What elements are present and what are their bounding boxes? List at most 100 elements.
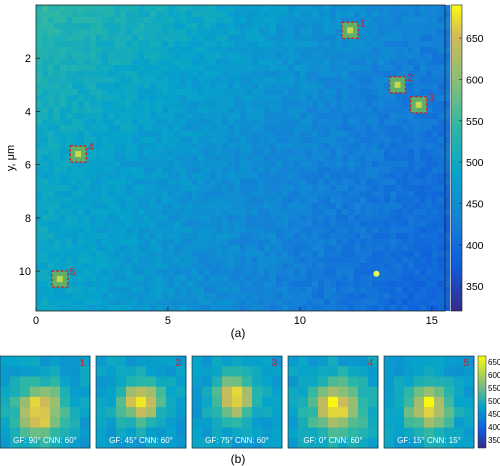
heatmap-cell bbox=[174, 83, 180, 89]
heatmap-cell bbox=[228, 59, 234, 65]
heatmap-cell bbox=[246, 161, 252, 167]
heatmap-cell bbox=[120, 17, 126, 23]
heatmap-cell bbox=[102, 29, 108, 35]
heatmap-cell bbox=[432, 245, 438, 251]
heatmap-cell bbox=[222, 143, 228, 149]
heatmap-cell bbox=[300, 35, 306, 41]
heatmap-cell bbox=[108, 143, 114, 149]
heatmap-cell bbox=[366, 227, 372, 233]
heatmap-cell bbox=[168, 101, 174, 107]
heatmap-cell bbox=[54, 167, 60, 173]
heatmap-cell bbox=[246, 23, 252, 29]
heatmap-cell bbox=[78, 269, 84, 275]
heatmap-cell bbox=[210, 23, 216, 29]
heatmap-cell bbox=[324, 77, 330, 83]
heatmap-cell bbox=[210, 71, 216, 77]
heatmap-cell bbox=[312, 77, 318, 83]
heatmap-cell bbox=[198, 173, 204, 179]
heatmap-cell bbox=[366, 131, 372, 137]
heatmap-cell bbox=[378, 179, 384, 185]
heatmap-cell bbox=[336, 101, 342, 107]
heatmap-cell bbox=[342, 17, 348, 23]
heatmap-cell bbox=[96, 209, 102, 215]
heatmap-cell bbox=[78, 299, 84, 305]
heatmap-cell bbox=[360, 203, 366, 209]
heatmap-cell bbox=[408, 65, 414, 71]
heatmap-cell bbox=[342, 155, 348, 161]
zoom-panel-cell bbox=[30, 366, 41, 377]
heatmap-cell bbox=[288, 59, 294, 65]
heatmap-cell bbox=[252, 215, 258, 221]
heatmap-cell bbox=[240, 59, 246, 65]
heatmap-cell bbox=[354, 221, 360, 227]
heatmap-cell bbox=[108, 17, 114, 23]
heatmap-cell bbox=[330, 275, 336, 281]
zoom-panel-cell bbox=[60, 366, 71, 377]
heatmap-cell bbox=[210, 41, 216, 47]
heatmap-cell bbox=[420, 287, 426, 293]
heatmap-cell bbox=[408, 71, 414, 77]
heatmap-cell bbox=[420, 53, 426, 59]
zoom-panel-cell bbox=[50, 376, 61, 388]
heatmap-cell bbox=[240, 281, 246, 287]
heatmap-cell bbox=[288, 89, 294, 95]
zoom-panel-cell bbox=[126, 356, 137, 367]
heatmap-cell bbox=[90, 143, 96, 149]
heatmap-cell bbox=[426, 35, 432, 41]
heatmap-cell bbox=[54, 137, 60, 143]
heatmap-cell bbox=[48, 281, 54, 287]
heatmap-cell bbox=[444, 167, 450, 173]
heatmap-cell bbox=[312, 239, 318, 245]
heatmap-cell bbox=[342, 77, 348, 83]
heatmap-cell bbox=[210, 191, 216, 197]
heatmap-cell bbox=[48, 215, 54, 221]
heatmap-cell bbox=[246, 131, 252, 137]
heatmap-cell bbox=[342, 59, 348, 65]
heatmap-cell bbox=[168, 257, 174, 263]
zoom-panel-cell bbox=[0, 356, 11, 367]
heatmap-cell bbox=[360, 263, 366, 269]
heatmap-cell bbox=[228, 161, 234, 167]
heatmap-cell bbox=[366, 83, 372, 89]
heatmap-cell bbox=[396, 221, 402, 227]
heatmap-cell bbox=[420, 11, 426, 17]
heatmap-cell bbox=[444, 47, 450, 53]
heatmap-cell bbox=[192, 233, 198, 239]
heatmap-cell bbox=[336, 41, 342, 47]
heatmap-cell bbox=[240, 83, 246, 89]
heatmap-cell bbox=[120, 149, 126, 155]
zoom-panel-cell bbox=[202, 437, 213, 449]
heatmap-cell bbox=[60, 59, 66, 65]
heatmap-cell bbox=[108, 269, 114, 275]
heatmap-cell bbox=[156, 11, 162, 17]
heatmap-cell bbox=[444, 197, 450, 203]
heatmap-cell bbox=[366, 197, 372, 203]
heatmap-cell bbox=[192, 185, 198, 191]
heatmap-cell bbox=[306, 119, 312, 125]
heatmap-cell bbox=[282, 83, 288, 89]
heatmap-cell bbox=[246, 239, 252, 245]
heatmap-cell bbox=[132, 107, 138, 113]
heatmap-cell bbox=[300, 203, 306, 209]
heatmap-cell bbox=[210, 197, 216, 203]
heatmap-cell bbox=[294, 137, 300, 143]
heatmap-cell bbox=[300, 149, 306, 155]
heatmap-cell bbox=[90, 11, 96, 17]
heatmap-cell bbox=[150, 149, 156, 155]
heatmap-cell bbox=[222, 113, 228, 119]
heatmap-cell bbox=[138, 155, 144, 161]
heatmap-cell bbox=[174, 137, 180, 143]
heatmap-cell bbox=[414, 191, 420, 197]
heatmap-cell bbox=[414, 53, 420, 59]
heatmap-cell bbox=[258, 65, 264, 71]
heatmap-cell bbox=[282, 119, 288, 125]
heatmap-cell bbox=[36, 197, 42, 203]
heatmap-cell bbox=[72, 293, 78, 299]
heatmap-cell bbox=[60, 257, 66, 263]
heatmap-cell bbox=[348, 197, 354, 203]
heatmap-cell bbox=[300, 221, 306, 227]
heatmap-cell bbox=[252, 251, 258, 257]
heatmap-cell bbox=[348, 143, 354, 149]
zoom-panel-cell bbox=[358, 407, 369, 418]
heatmap-cell bbox=[204, 11, 210, 17]
